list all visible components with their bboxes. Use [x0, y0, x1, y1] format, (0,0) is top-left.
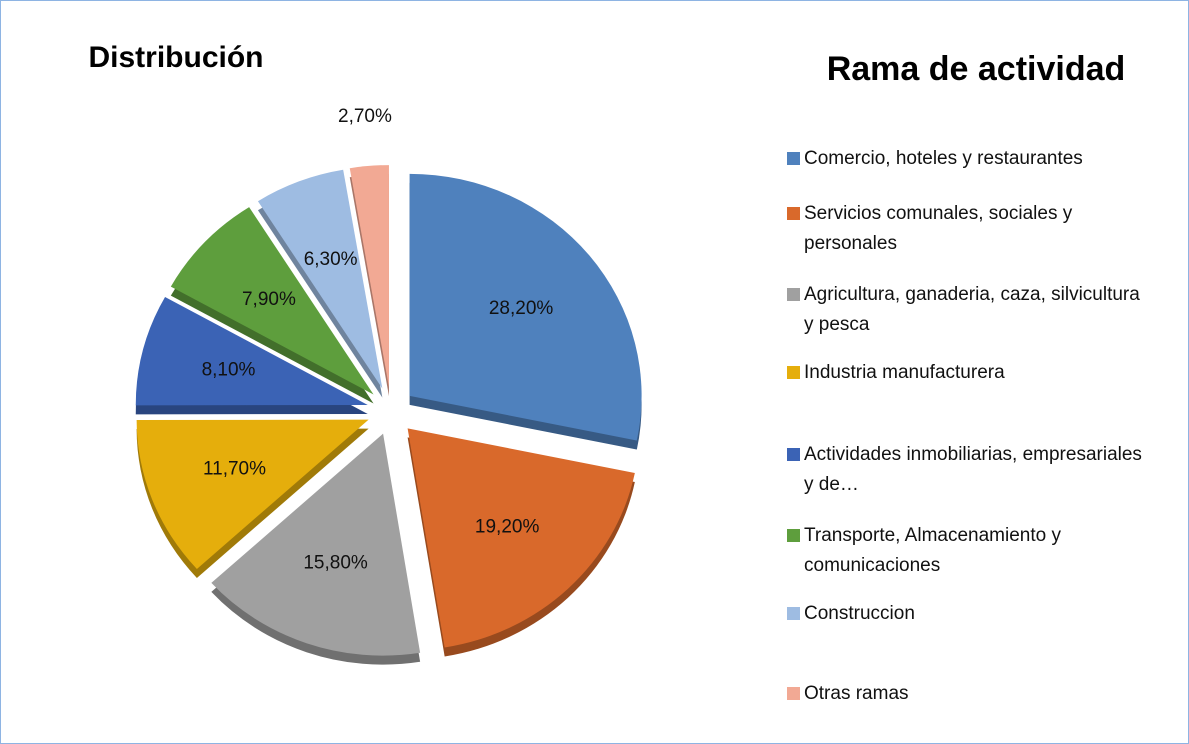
chart-title: Distribución [88, 41, 263, 74]
legend-label: Comercio, hoteles y restaurantes [804, 148, 1083, 169]
data-label: 11,70% [203, 458, 266, 479]
legend-label: Otras ramas [804, 683, 909, 704]
legend-label: Agricultura, ganaderia, caza, silvicultu… [804, 284, 1140, 335]
legend-label: Servicios comunales, sociales y personal… [804, 203, 1073, 254]
data-label: 15,80% [303, 553, 368, 574]
slice [349, 165, 389, 388]
legend-swatch [787, 529, 800, 542]
data-label: 7,90% [242, 289, 296, 310]
legend-swatch [787, 207, 800, 220]
legend-title: Rama de actividad [827, 50, 1126, 88]
legend-swatch [787, 607, 800, 620]
slices [135, 165, 642, 665]
slice [211, 433, 421, 656]
slice [257, 169, 383, 389]
data-label: 6,30% [304, 249, 358, 270]
legend-label: Actividades inmobiliarias, empresariales… [804, 444, 1142, 495]
slice [409, 173, 642, 441]
legend-swatch [787, 152, 800, 165]
legend-label: Industria manufacturera [804, 362, 1005, 383]
slice [170, 207, 374, 395]
legend-label: Construccion [804, 603, 915, 624]
legend-swatch [787, 288, 800, 301]
legend-label: Transporte, Almacenamiento y comunicacio… [804, 525, 1061, 576]
slice [136, 419, 369, 569]
data-label: 19,20% [475, 517, 540, 538]
data-label: 28,20% [489, 298, 554, 319]
data-label: 2,70% [338, 106, 392, 127]
slice [407, 428, 635, 648]
data-label: 8,10% [202, 360, 256, 381]
legend-swatch [787, 366, 800, 379]
legend-swatch [787, 687, 800, 700]
legend-swatch [787, 448, 800, 461]
slice [135, 297, 368, 406]
